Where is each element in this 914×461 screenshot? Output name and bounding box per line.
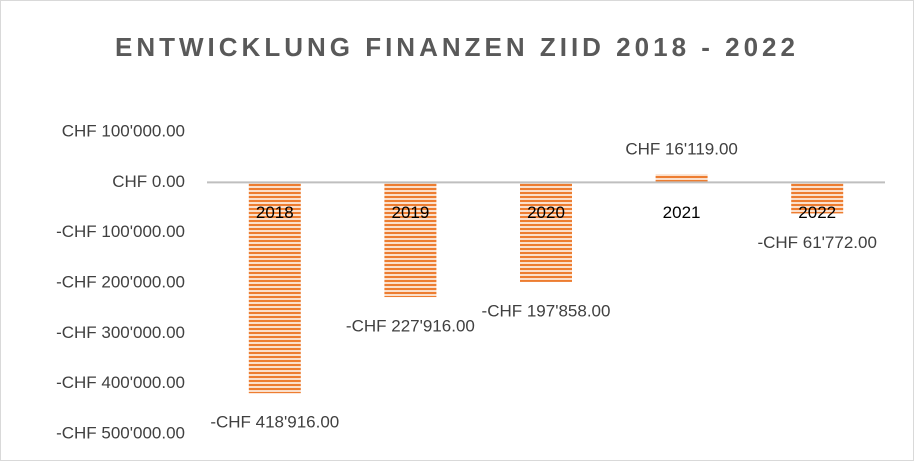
y-tick-label: -CHF 400'000.00 <box>56 373 185 392</box>
y-tick-label: -CHF 100'000.00 <box>56 222 185 241</box>
y-tick-label: CHF 0.00 <box>112 172 185 191</box>
data-label: -CHF 227'916.00 <box>346 317 475 336</box>
bar <box>520 182 572 282</box>
bar <box>655 174 708 183</box>
y-tick-label: -CHF 500'000.00 <box>56 423 185 442</box>
x-tick-label: 2020 <box>527 203 565 222</box>
x-tick-label: 2019 <box>391 203 429 222</box>
chart-title: ENTWICKLUNG FINANZEN ZIID 2018 - 2022 <box>115 32 799 62</box>
y-tick-label: -CHF 300'000.00 <box>56 323 185 342</box>
data-label: -CHF 197'858.00 <box>482 301 611 320</box>
y-tick-label: -CHF 200'000.00 <box>56 272 185 291</box>
bar <box>384 182 437 298</box>
data-label: -CHF 61'772.00 <box>757 233 876 252</box>
data-label: CHF 16'119.00 <box>625 140 738 159</box>
x-tick-label: 2018 <box>256 203 294 222</box>
x-tick-label: 2022 <box>798 203 836 222</box>
bar <box>791 182 844 214</box>
bar <box>248 182 301 394</box>
x-tick-label: 2021 <box>663 203 701 222</box>
y-tick-label: CHF 100'000.00 <box>62 121 185 140</box>
data-label: -CHF 418'916.00 <box>210 413 339 432</box>
